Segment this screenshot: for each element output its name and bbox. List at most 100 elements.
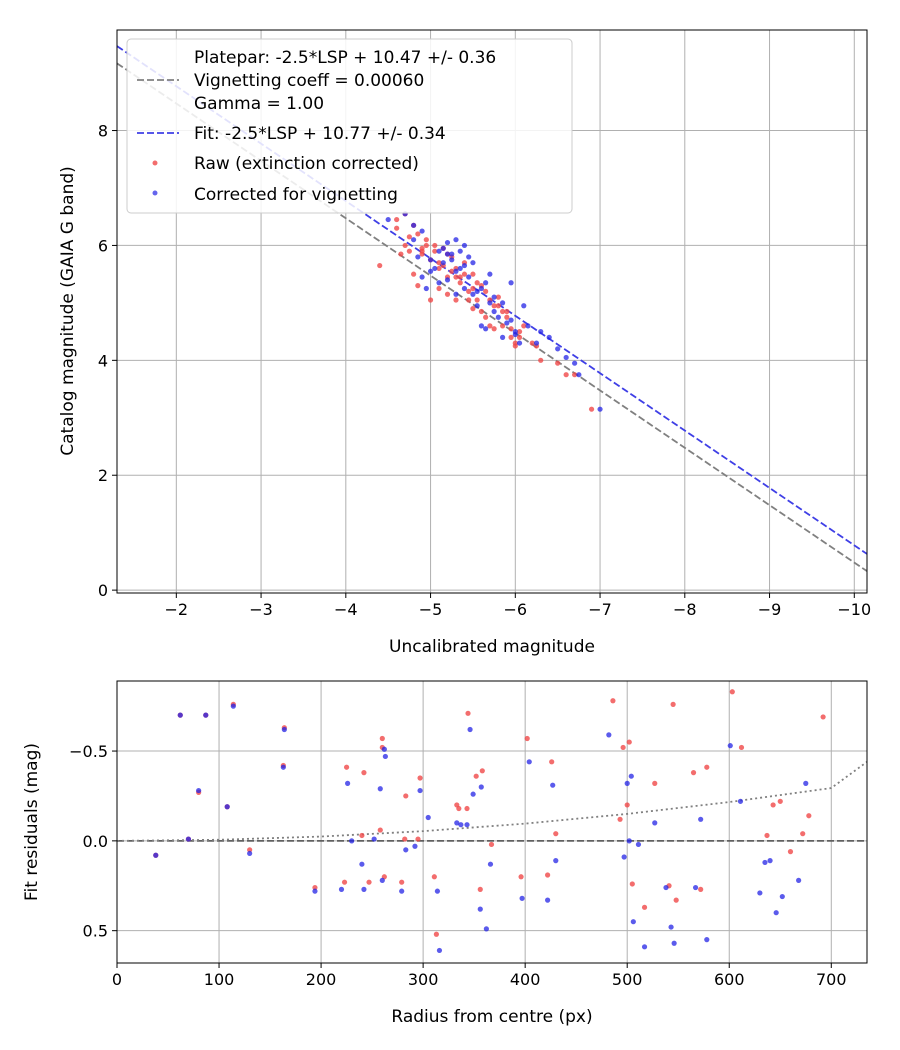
corrected-point [477, 906, 483, 912]
corrected-point [230, 703, 236, 709]
raw-point [491, 326, 497, 332]
raw-point [549, 759, 555, 765]
raw-point [453, 297, 459, 303]
corrected-point [630, 919, 636, 925]
corrected-point [483, 326, 489, 332]
raw-point [800, 831, 806, 837]
raw-point [406, 248, 412, 254]
vignetting-model-line [116, 761, 868, 842]
raw-point [366, 879, 372, 885]
raw-point [415, 283, 421, 289]
corrected-point [449, 257, 455, 263]
corrected-point [453, 291, 459, 297]
raw-point [436, 285, 442, 292]
corrected-point [550, 782, 556, 788]
corrected-point [461, 242, 468, 249]
raw-point [312, 884, 318, 891]
raw-point [417, 775, 423, 781]
raw-point [465, 710, 471, 716]
y-tick-label: 0.0 [83, 832, 108, 851]
raw-point [377, 262, 383, 269]
raw-point [457, 280, 463, 286]
corrected-point [641, 944, 648, 950]
corrected-point [382, 753, 388, 760]
raw-point [474, 280, 480, 286]
x-tick-label: −4 [334, 600, 358, 619]
raw-point [470, 306, 476, 312]
raw-point [508, 326, 514, 332]
corrected-point [487, 271, 493, 277]
residuals-plot: 0 100 200 300 400 500 600 700 −0.5 0.0 0.5 Radius… [22, 680, 868, 1027]
y-tick-label: 0 [98, 581, 108, 600]
raw-point [341, 879, 348, 885]
corrected-point [478, 784, 484, 790]
residuals-x-label: Radius from centre (px) [391, 1007, 592, 1027]
corrected-point [377, 786, 383, 792]
corrected-point [411, 222, 417, 228]
corrected-point [545, 897, 551, 903]
corrected-point [280, 764, 286, 770]
raw-point [427, 297, 434, 303]
raw-point [432, 242, 438, 249]
corrected-point [663, 884, 669, 891]
corrected-point [737, 798, 744, 804]
residuals-plot-points [153, 689, 826, 954]
raw-point [477, 886, 483, 892]
raw-point [572, 372, 578, 378]
corrected-point [538, 329, 544, 335]
corrected-point [483, 926, 489, 932]
x-tick-label: 100 [204, 970, 235, 989]
x-tick-label: 600 [714, 970, 745, 989]
corrected-point [440, 245, 446, 251]
residuals-y-label: Fit residuals (mag) [22, 743, 42, 901]
y-tick-label: 6 [98, 236, 108, 255]
legend-gamma-label: Gamma = 1.00 [194, 94, 324, 114]
corrected-point [727, 743, 733, 749]
raw-point [415, 231, 421, 237]
raw-point [641, 904, 648, 910]
corrected-point [757, 890, 763, 896]
corrected-point [381, 746, 387, 752]
raw-point [419, 248, 425, 254]
corrected-point [698, 816, 704, 822]
corrected-point [483, 280, 489, 286]
corrected-point [417, 787, 423, 794]
raw-point [529, 340, 535, 346]
calibration-x-label: Uncalibrated magnitude [389, 637, 595, 657]
corrected-point [491, 308, 497, 315]
legend-fit-label: Fit: -2.5*LSP + 10.77 +/- 0.34 [194, 124, 446, 144]
corrected-point [521, 303, 527, 309]
corrected-point [495, 314, 501, 320]
corrected-point [359, 861, 365, 867]
corrected-point [704, 937, 710, 943]
raw-point [563, 372, 569, 378]
raw-point [470, 285, 476, 292]
corrected-point [635, 841, 642, 848]
corrected-point [457, 265, 463, 272]
raw-point [411, 271, 417, 277]
corrected-point [499, 334, 506, 340]
corrected-point [349, 838, 355, 844]
raw-point [770, 802, 776, 808]
corrected-point [338, 886, 345, 892]
corrected-point [361, 886, 367, 892]
raw-point [555, 360, 561, 366]
corrected-point [762, 859, 768, 866]
raw-point [617, 816, 623, 822]
x-tick-label: 700 [816, 970, 847, 989]
raw-point [495, 294, 501, 300]
corrected-point [466, 254, 472, 260]
y-tick-label: −0.5 [69, 742, 108, 761]
corrected-point [470, 791, 476, 797]
raw-point [620, 744, 626, 751]
corrected-point [454, 820, 460, 826]
calibration-y-ticks: 0 2 4 6 8 [98, 122, 117, 600]
raw-point [423, 242, 429, 249]
corrected-point [436, 248, 442, 254]
corrected-point [478, 323, 485, 329]
corrected-point [621, 854, 627, 860]
corrected-point [312, 888, 318, 894]
legend-raw-label: Raw (extinction corrected) [194, 154, 419, 174]
corrected-point [371, 836, 377, 842]
raw-point [626, 739, 632, 745]
